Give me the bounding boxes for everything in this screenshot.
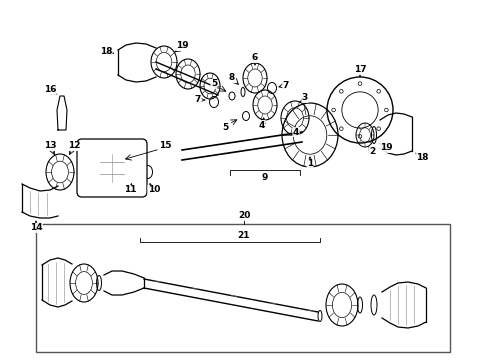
FancyBboxPatch shape	[77, 139, 147, 197]
Text: 2: 2	[369, 148, 375, 157]
Text: 3: 3	[302, 94, 308, 103]
Circle shape	[340, 127, 343, 130]
Text: 5: 5	[211, 80, 217, 89]
Circle shape	[340, 90, 343, 93]
Text: 20: 20	[238, 211, 250, 220]
Circle shape	[358, 135, 362, 138]
Text: 21: 21	[238, 231, 250, 240]
Text: 4: 4	[293, 127, 299, 136]
Bar	[36, 224, 450, 352]
Circle shape	[332, 108, 335, 112]
Circle shape	[385, 108, 388, 112]
Text: 6: 6	[252, 54, 258, 63]
Text: 18: 18	[416, 153, 428, 162]
Text: 14: 14	[30, 224, 42, 233]
Text: 15: 15	[159, 141, 171, 150]
Text: 18: 18	[100, 48, 112, 57]
Text: 4: 4	[259, 121, 265, 130]
Text: 16: 16	[44, 85, 56, 94]
Text: 8: 8	[229, 73, 235, 82]
Text: 10: 10	[148, 185, 160, 194]
Text: 5: 5	[222, 122, 228, 131]
Text: 7: 7	[195, 95, 201, 104]
Text: 19: 19	[380, 144, 392, 153]
Text: 19: 19	[176, 41, 188, 50]
Text: 11: 11	[124, 185, 136, 194]
Circle shape	[377, 127, 380, 130]
Circle shape	[358, 82, 362, 85]
Text: 13: 13	[44, 141, 56, 150]
Text: 17: 17	[354, 66, 367, 75]
Circle shape	[377, 90, 380, 93]
Text: 9: 9	[262, 172, 268, 181]
Text: 12: 12	[68, 141, 80, 150]
Text: 1: 1	[307, 159, 313, 168]
Text: 7: 7	[283, 81, 289, 90]
